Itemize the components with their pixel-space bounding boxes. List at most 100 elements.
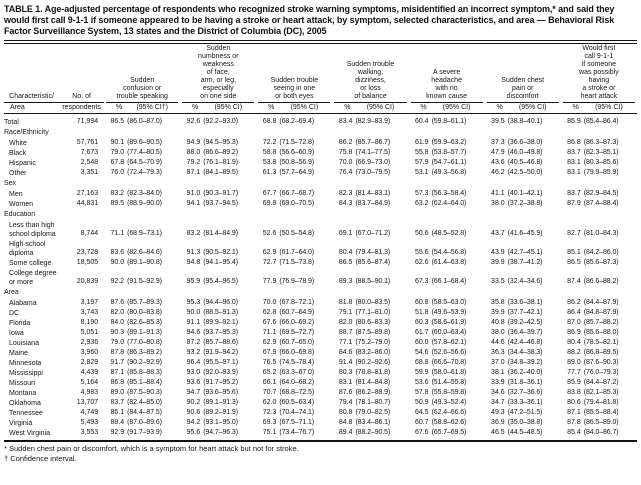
row-label: Oklahoma bbox=[9, 400, 41, 407]
percent-value: 80.4 bbox=[567, 339, 581, 346]
row-label: Florida bbox=[9, 320, 31, 327]
respondents-count: 8,190 bbox=[80, 319, 99, 326]
confidence-interval: (32.7–36.6) bbox=[507, 389, 543, 396]
percent-value: 41.1 bbox=[491, 190, 505, 197]
percent-value: 65.2 bbox=[262, 369, 277, 376]
table-row: Maine 3,960 87.8 (86.3–89.2) 93.2 (91.9–94.2)… bbox=[4, 348, 637, 358]
col-header-numbness: Sudden numbness or weakness of face, arm, or… bbox=[180, 45, 256, 103]
percent-value: 47.9 bbox=[491, 149, 505, 156]
confidence-interval: (86.2–88.9) bbox=[355, 389, 391, 396]
percent-value: 92.9 bbox=[110, 429, 125, 436]
table-row: Louisiana 2,936 79.0 (77.0–80.8) 87.2 (85.7–8… bbox=[4, 338, 637, 348]
percent-value: 87.4 bbox=[567, 278, 581, 285]
percent-value: 86.2 bbox=[567, 299, 581, 306]
percent-value: 82.3 bbox=[338, 190, 353, 197]
percent-value: 84.0 bbox=[110, 319, 125, 326]
confidence-interval: (76.9–78.9) bbox=[279, 278, 315, 285]
percent-value: 90.0 bbox=[110, 259, 125, 266]
confidence-interval: (37.2–38.8) bbox=[507, 200, 543, 207]
percent-value: 34.7 bbox=[491, 399, 505, 406]
col-subheader-pct-chest-pain: % bbox=[484, 103, 505, 114]
confidence-interval: (78.1–80.7) bbox=[355, 399, 391, 406]
confidence-interval: (68.9–73.1) bbox=[127, 230, 162, 237]
confidence-interval: (82.9–83.9) bbox=[355, 118, 391, 125]
table-row: Missouri 5,164 86.8 (85.1–88.4) 93.6 (91.7–95… bbox=[4, 378, 637, 388]
percent-value: 50.9 bbox=[414, 399, 429, 406]
section-row: Area bbox=[4, 287, 637, 298]
percent-value: 43.9 bbox=[491, 249, 505, 256]
confidence-interval: (67.0–71.2) bbox=[355, 230, 391, 237]
row-label: Hispanic bbox=[9, 160, 36, 167]
respondents-count: 8,744 bbox=[80, 230, 99, 237]
percent-value: 83.7 bbox=[110, 399, 125, 406]
col-subheader-ci-numbness: (95% CI) bbox=[200, 103, 257, 114]
confidence-interval: (38.8–40.1) bbox=[507, 118, 543, 125]
confidence-interval: (93.7–95.3) bbox=[203, 329, 238, 336]
percent-value: 77.7 bbox=[567, 369, 581, 376]
table-row: Some college 18,505 90.0 (89.1–90.8) 94.8 (94… bbox=[4, 258, 637, 268]
row-label: Louisiana bbox=[9, 340, 39, 347]
percent-value: 79.0 bbox=[110, 149, 125, 156]
col-header-headache: A severe headache with no known cause bbox=[409, 45, 485, 103]
percent-value: 87.9 bbox=[567, 200, 581, 207]
table-row: Alabama 3,197 87.6 (85.7–89.3) 95.3 (94.4–96.… bbox=[4, 298, 637, 308]
confidence-interval: (48.5–52.8) bbox=[431, 230, 467, 237]
percent-value: 68.8 bbox=[414, 359, 429, 366]
percent-value: 88.7 bbox=[338, 329, 353, 336]
respondents-count: 3,743 bbox=[80, 309, 99, 316]
row-label: Maine bbox=[9, 350, 29, 357]
confidence-interval: (84.4–87.5) bbox=[127, 409, 162, 416]
confidence-interval: (42.4–46.8) bbox=[507, 339, 543, 346]
percent-value: 62.0 bbox=[262, 399, 277, 406]
table-row: Montana 4,983 89.0 (87.5–90.3) 94.7 (93.6–95.… bbox=[4, 388, 637, 398]
table-row: Virginia 5,493 88.4 (87.0–89.6) 94.2 (93.1–95… bbox=[4, 418, 637, 428]
col-subheader-pct-confusion: % bbox=[104, 103, 125, 114]
confidence-interval: (87.5–89.8) bbox=[355, 329, 391, 336]
percent-value: 55.8 bbox=[414, 149, 429, 156]
respondents-count: 3,553 bbox=[80, 429, 99, 436]
confidence-interval: (85.6–88.0) bbox=[583, 329, 619, 336]
confidence-interval: (31.8–36.1) bbox=[507, 379, 543, 386]
confidence-interval: (37.7–42.1) bbox=[507, 309, 543, 316]
respondents-count: 5,051 bbox=[80, 329, 99, 336]
percent-value: 59.9 bbox=[414, 369, 429, 376]
percent-value: 86.4 bbox=[567, 309, 581, 316]
table-row: Less than high school diploma 8,744 71.1 (6… bbox=[4, 220, 637, 239]
percent-value: 91.1 bbox=[186, 319, 201, 326]
confidence-interval: (33.3–36.1) bbox=[507, 399, 543, 406]
percent-value: 83.4 bbox=[338, 118, 353, 125]
confidence-interval: (91.5–92.9) bbox=[127, 278, 162, 285]
percent-value: 79.2 bbox=[186, 159, 201, 166]
confidence-interval: (86.3–87.3) bbox=[583, 139, 619, 146]
confidence-interval: (61.7–64.0) bbox=[279, 249, 315, 256]
percent-value: 53.8 bbox=[262, 159, 277, 166]
percent-value: 76.4 bbox=[338, 169, 353, 176]
confidence-interval: (76.1–81.9) bbox=[203, 159, 238, 166]
percent-value: 33.9 bbox=[491, 379, 505, 386]
confidence-interval: (77.4–80.5) bbox=[127, 149, 162, 156]
row-label: Montana bbox=[9, 390, 37, 397]
confidence-interval: (41.6–45.9) bbox=[507, 230, 543, 237]
confidence-interval: (83.4–86.1) bbox=[355, 419, 391, 426]
percent-value: 61.7 bbox=[414, 329, 429, 336]
percent-value: 38.1 bbox=[491, 369, 505, 376]
percent-value: 93.2 bbox=[186, 349, 201, 356]
confidence-interval: (81.4–84.9) bbox=[203, 230, 238, 237]
confidence-interval: (82.1–85.3) bbox=[583, 389, 619, 396]
confidence-interval: (94.5–95.3) bbox=[203, 139, 238, 146]
table-row: Oklahoma 13,707 83.7 (82.4–85.0) 90.2 (89.1–9… bbox=[4, 398, 637, 408]
confidence-interval: (92.2–93.0) bbox=[203, 118, 238, 125]
percent-value: 90.0 bbox=[186, 309, 201, 316]
percent-value: 39.9 bbox=[491, 259, 505, 266]
confidence-interval: (93.7–94.5) bbox=[203, 200, 238, 207]
percent-value: 93.0 bbox=[186, 369, 201, 376]
row-label: Minnesota bbox=[9, 360, 42, 367]
col-subheader-ci-seeing: (95% CI) bbox=[276, 103, 333, 114]
percent-value: 57.9 bbox=[414, 159, 429, 166]
percent-value: 85.4 bbox=[567, 429, 581, 436]
percent-value: 94.6 bbox=[186, 329, 201, 336]
confidence-interval: (50.8–56.9) bbox=[279, 159, 315, 166]
confidence-interval: (83.7–84.9) bbox=[355, 200, 391, 207]
percent-value: 91.7 bbox=[110, 359, 125, 366]
confidence-interval: (94.4–96.0) bbox=[203, 299, 238, 306]
